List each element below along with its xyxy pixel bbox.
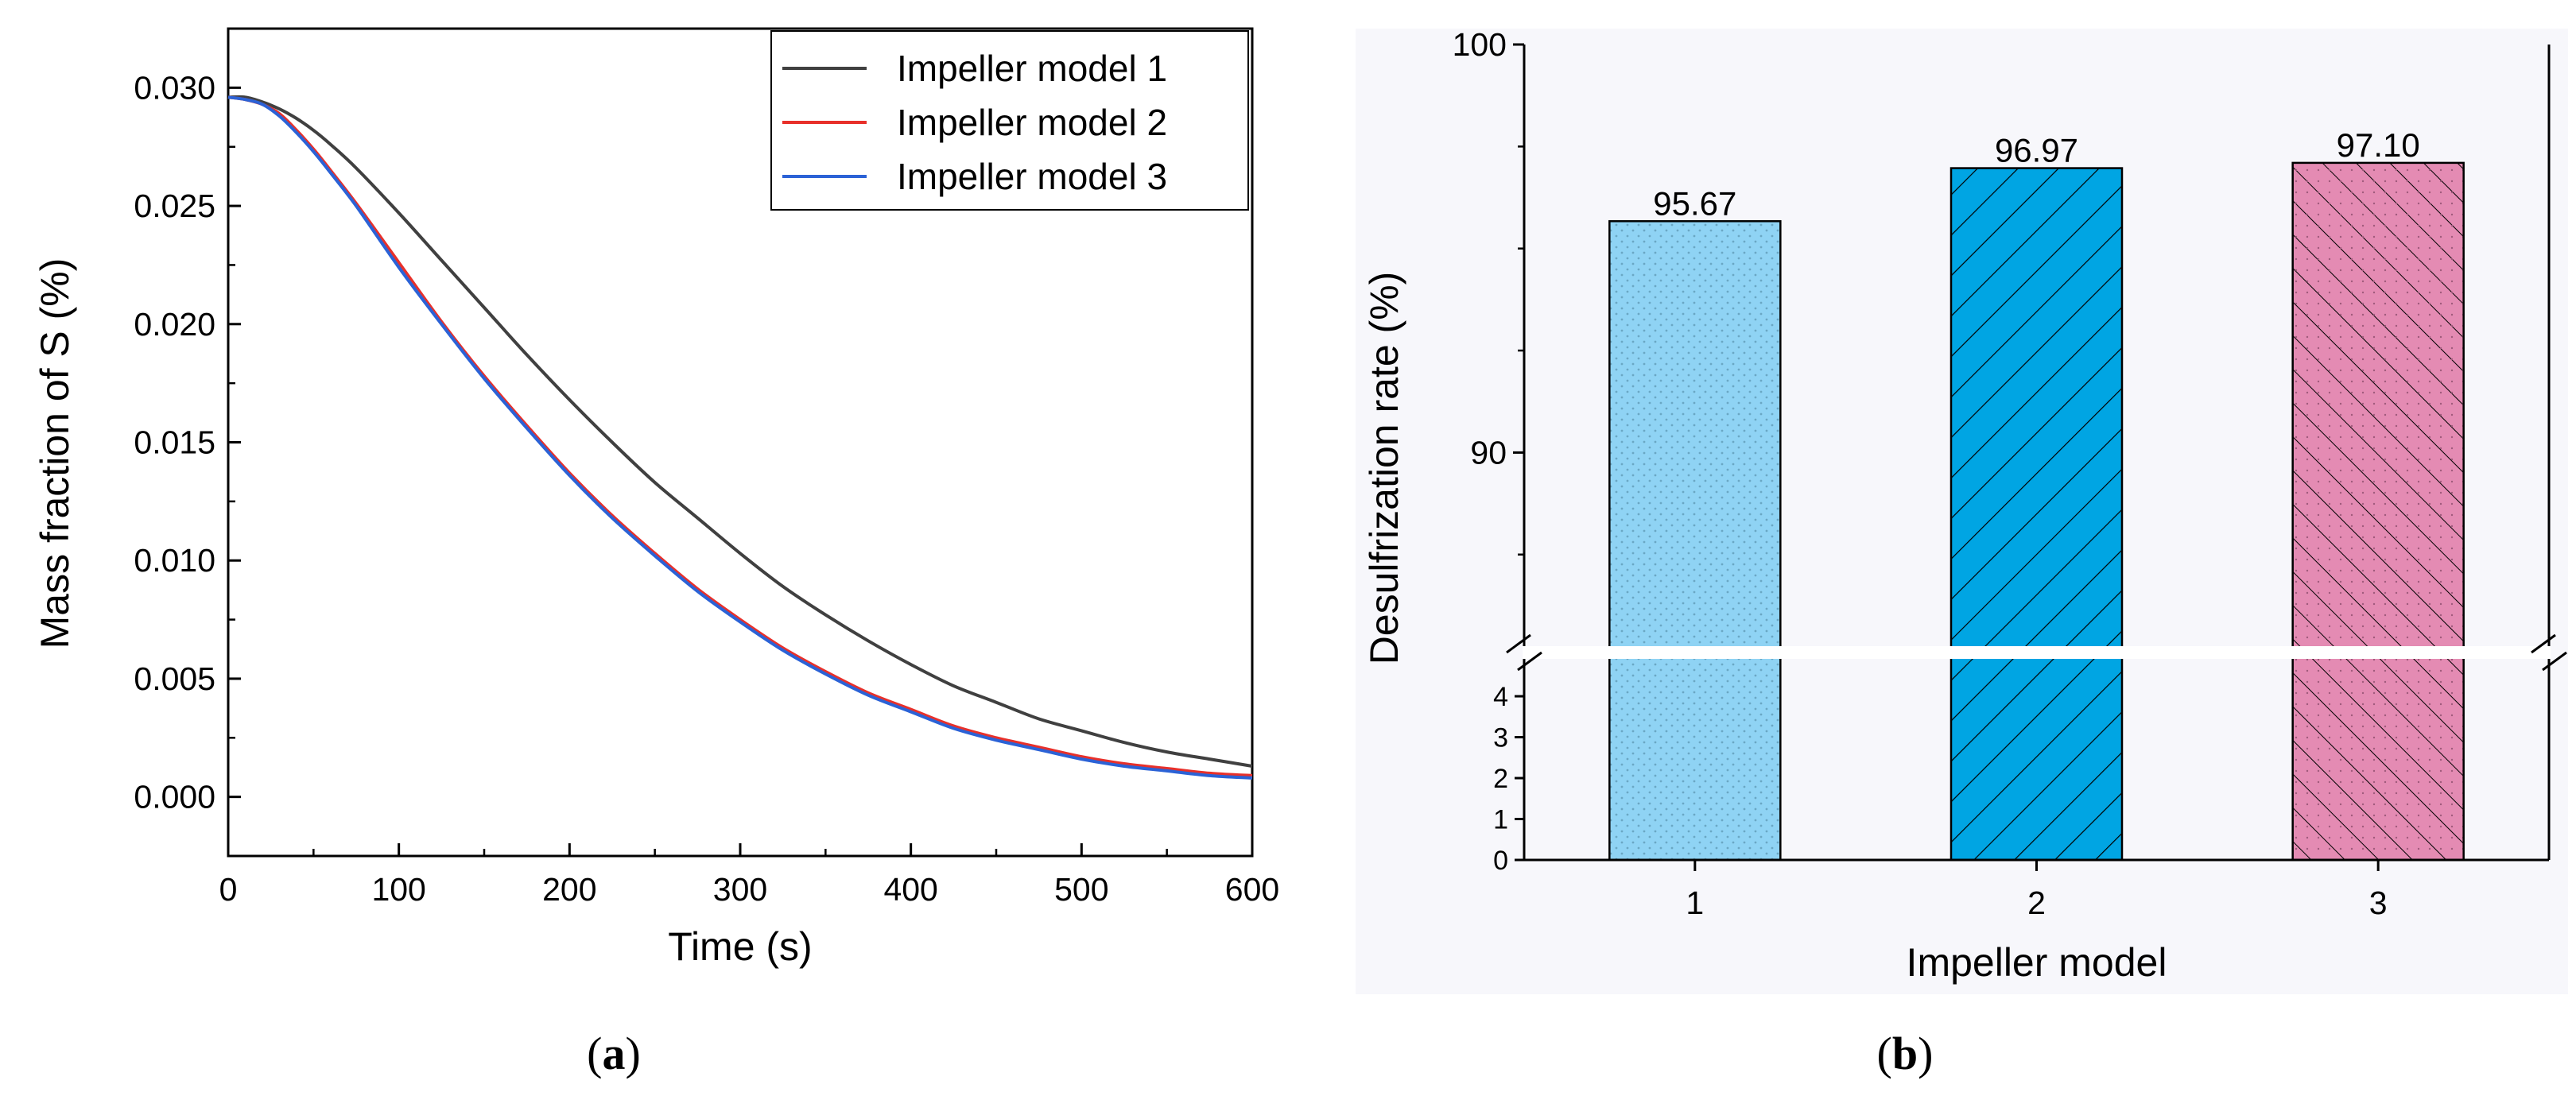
y-tick-label: 90 bbox=[1470, 434, 1507, 471]
y-tick-label: 0.005 bbox=[134, 660, 215, 697]
y-tick-label: 0.015 bbox=[134, 424, 215, 461]
x-tick-label: 1 bbox=[1686, 885, 1704, 921]
chart-b-y-axis-title: Desulfrization rate (%) bbox=[1362, 272, 1406, 665]
panel-label-b-text: b bbox=[1892, 1028, 1918, 1079]
x-tick-label: 2 bbox=[2027, 885, 2046, 921]
legend-label-3: Impeller model 3 bbox=[897, 156, 1167, 197]
chart-b-bars bbox=[1523, 161, 2551, 862]
chart-a-series bbox=[227, 95, 1253, 780]
chart-a-x-ticks: 0 100 200 300 400 500 600 bbox=[219, 843, 1279, 908]
panel-label-a: (a) bbox=[587, 1028, 641, 1079]
chart-b: 90 100 0 1 2 3 4 1 2 3 95.67 96.97 97.10 Impeller … bbox=[1356, 26, 2568, 994]
x-tick-label: 0 bbox=[219, 871, 238, 908]
series-line-3 bbox=[227, 95, 1253, 780]
bar-value-label-3: 97.10 bbox=[2337, 126, 2420, 164]
svg-text:(a): (a) bbox=[587, 1028, 641, 1079]
y-tick-label: 0 bbox=[1493, 846, 1508, 876]
x-tick-label: 400 bbox=[883, 871, 937, 908]
x-tick-label: 500 bbox=[1054, 871, 1108, 908]
chart-a-legend: Impeller model 1 Impeller model 2 Impeller… bbox=[770, 30, 1249, 211]
chart-b-axis-break bbox=[1506, 633, 2567, 672]
legend-box bbox=[770, 30, 1249, 211]
bar-value-label-2: 96.97 bbox=[1995, 132, 2078, 169]
panel-label-a-text: a bbox=[603, 1028, 626, 1079]
x-tick-label: 200 bbox=[542, 871, 596, 908]
legend-label-1: Impeller model 1 bbox=[897, 48, 1167, 89]
y-tick-label: 2 bbox=[1493, 764, 1508, 794]
y-tick-label: 3 bbox=[1493, 723, 1508, 753]
series-line-1 bbox=[227, 95, 1253, 768]
panel-label-b: (b) bbox=[1877, 1028, 1934, 1079]
bar-value-label-1: 95.67 bbox=[1653, 184, 1736, 222]
axis-break-gap bbox=[1523, 646, 2551, 659]
y-tick-label: 4 bbox=[1493, 682, 1508, 712]
chart-a: 0 100 200 300 400 500 600 0.000 0.005 0.010 0.015… bbox=[33, 27, 1279, 969]
x-tick-label: 600 bbox=[1225, 871, 1279, 908]
x-tick-label: 100 bbox=[371, 871, 425, 908]
y-tick-label: 100 bbox=[1453, 26, 1507, 63]
chart-b-value-labels: 95.67 96.97 97.10 bbox=[1653, 126, 2419, 222]
y-tick-label: 1 bbox=[1493, 805, 1508, 835]
chart-a-y-ticks: 0.000 0.005 0.010 0.015 0.020 0.025 0.030 bbox=[134, 69, 241, 815]
chart-b-x-axis-title: Impeller model bbox=[1907, 940, 2167, 985]
svg-text:(b): (b) bbox=[1877, 1028, 1934, 1079]
break-mark bbox=[1517, 651, 1542, 672]
legend-label-2: Impeller model 2 bbox=[897, 102, 1167, 143]
bar-1-pattern bbox=[1609, 221, 1781, 860]
y-tick-label: 0.000 bbox=[134, 779, 215, 815]
break-mark bbox=[1506, 633, 1531, 654]
break-mark bbox=[2531, 633, 2556, 654]
x-tick-label: 300 bbox=[713, 871, 767, 908]
chart-b-y-ticks: 90 100 0 1 2 3 4 bbox=[1453, 26, 1524, 876]
y-tick-label: 0.025 bbox=[134, 188, 215, 224]
y-tick-label: 0.020 bbox=[134, 306, 215, 343]
chart-b-x-ticks: 1 2 3 bbox=[1686, 860, 2388, 921]
chart-a-y-axis-title: Mass fraction of S (%) bbox=[33, 258, 77, 649]
bar-3-dots bbox=[2292, 162, 2464, 860]
break-mark bbox=[2542, 651, 2567, 672]
y-tick-label: 0.010 bbox=[134, 542, 215, 579]
chart-a-x-axis-title: Time (s) bbox=[668, 924, 812, 969]
x-tick-label: 3 bbox=[2369, 885, 2388, 921]
bar-2-pattern bbox=[1951, 168, 2122, 861]
y-tick-label: 0.030 bbox=[134, 69, 215, 106]
